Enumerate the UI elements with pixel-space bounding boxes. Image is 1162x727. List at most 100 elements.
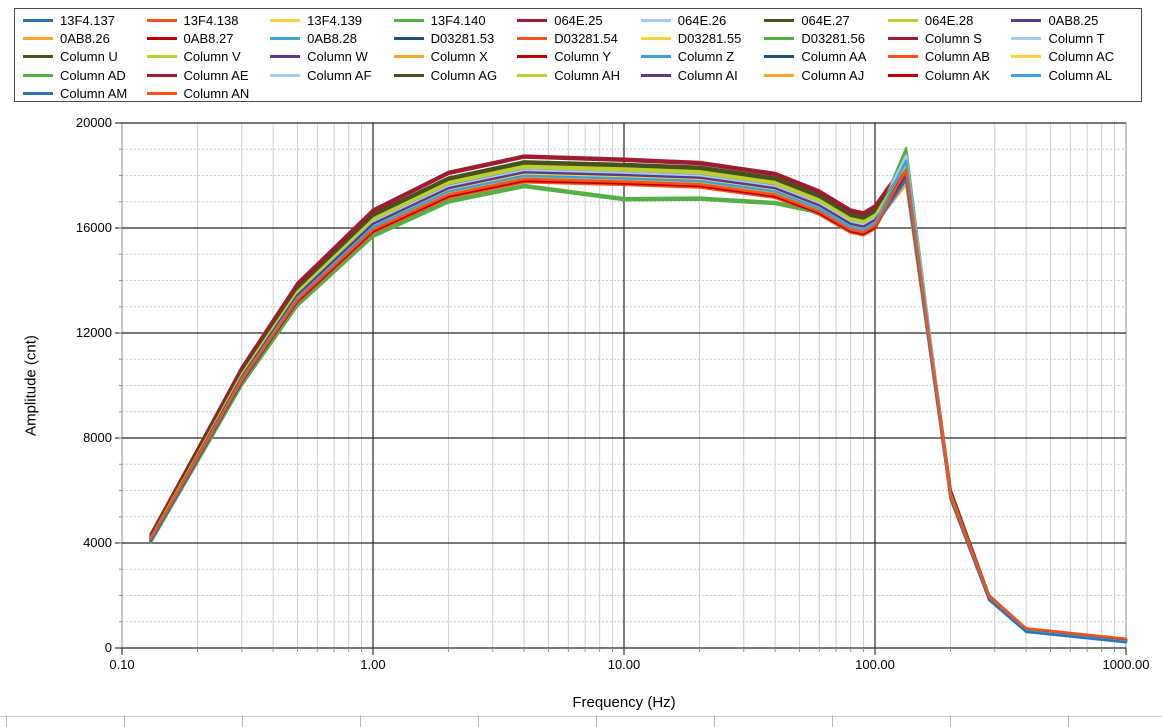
series-line-d03281-56 — [149, 146, 1128, 641]
legend-swatch-line — [23, 18, 53, 22]
legend-swatch-line — [640, 73, 671, 77]
legend-item-label: Column AH — [554, 67, 620, 83]
legend-swatch-line — [23, 92, 53, 96]
legend-item-column-ak: Column AK — [887, 67, 1012, 84]
legend-item-label: Column X — [430, 49, 488, 65]
legend-item-label: Column AF — [307, 67, 372, 83]
legend-swatch-line — [393, 55, 424, 59]
legend-item-column-al: Column AL — [1011, 67, 1135, 84]
legend-item-0ab8-25: 0AB8.25 — [1011, 12, 1135, 29]
series-line-column-an — [149, 168, 1128, 640]
legend-item-column-an: Column AN — [146, 85, 271, 102]
minor-vertical-gridlines — [197, 123, 1116, 648]
legend-item-label: D03281.55 — [677, 31, 742, 47]
legend-item-label: Column AG — [430, 67, 498, 83]
legend-item-column-ab: Column AB — [887, 48, 1012, 65]
legend-item-column-aa: Column AA — [764, 48, 888, 65]
legend-swatch-line — [146, 37, 177, 41]
bottom-ruler-tick — [478, 715, 479, 727]
x-tick-label: 0.10 — [109, 657, 135, 672]
legend-swatch-line — [146, 73, 177, 77]
legend-item-label: Column Y — [554, 49, 612, 65]
legend-swatch-line — [393, 73, 424, 77]
legend-item-d03281-54: D03281.54 — [517, 30, 641, 47]
legend-item-label: 13F4.138 — [183, 12, 239, 28]
x-tick-label: 10.00 — [607, 657, 641, 672]
legend-item-d03281-56: D03281.56 — [764, 30, 888, 47]
legend-item-label: Column AN — [183, 86, 250, 102]
legend-item-column-am: Column AM — [23, 85, 147, 102]
legend-swatch-line — [887, 55, 918, 59]
legend-swatch-line — [887, 73, 918, 77]
legend-item-column-ad: Column AD — [23, 67, 147, 84]
legend-item-column-s: Column S — [887, 30, 1012, 47]
legend-swatch-line — [1011, 55, 1042, 59]
legend-item-label: Column AK — [924, 67, 990, 83]
legend-swatch-line — [640, 37, 671, 41]
legend-item-13f4-140: 13F4.140 — [393, 12, 518, 29]
bottom-ruler-tick — [242, 715, 243, 727]
legend-swatch-line — [270, 18, 301, 22]
legend-item-13f4-137: 13F4.137 — [23, 12, 147, 29]
bottom-ruler-tick — [950, 715, 951, 727]
legend-item-label: 0AB8.26 — [60, 31, 110, 47]
legend-swatch-line — [887, 18, 918, 22]
legend-swatch-line — [270, 73, 301, 77]
legend-item-d03281-55: D03281.55 — [640, 30, 765, 47]
legend-item-column-t: Column T — [1011, 30, 1135, 47]
y-tick-label: 16000 — [75, 220, 112, 235]
legend-item-label: 13F4.140 — [430, 12, 486, 28]
legend-swatch-line — [1011, 18, 1042, 22]
legend-item-label: Column AI — [677, 67, 738, 83]
bottom-ruler-tick — [124, 715, 125, 727]
legend-item-label: 064E.26 — [677, 12, 727, 28]
bottom-ruler-tick — [832, 715, 833, 727]
legend-item-label: 0AB8.25 — [1048, 12, 1099, 28]
legend-item-label: Column AC — [1048, 49, 1115, 65]
legend: 13F4.137 13F4.138 13F4.139 13F4.140 064E.25 0… — [14, 8, 1142, 102]
legend-swatch-line — [764, 73, 795, 77]
legend-item-064e-26: 064E.26 — [640, 12, 765, 29]
y-axis-title: Amplitude (cnt) — [22, 335, 40, 436]
legend-swatch-line — [517, 73, 548, 77]
legend-item-label: Column AB — [924, 49, 990, 65]
legend-swatch-line — [517, 37, 548, 41]
legend-item-column-ac: Column AC — [1011, 48, 1135, 65]
legend-item-column-af: Column AF — [270, 67, 394, 84]
legend-item-label: D03281.56 — [801, 31, 865, 47]
legend-item-label: Column W — [307, 49, 368, 65]
legend-swatch-line — [1011, 37, 1042, 41]
legend-swatch-line — [640, 55, 671, 59]
legend-item-label: Column V — [183, 49, 241, 65]
legend-item-label: 0AB8.27 — [183, 31, 234, 47]
y-tick-label: 4000 — [83, 535, 112, 550]
legend-swatch-line — [640, 18, 671, 22]
legend-item-064e-27: 064E.27 — [764, 12, 888, 29]
x-tick-label: 100.00 — [855, 657, 895, 672]
bottom-ruler-tick — [360, 715, 361, 727]
legend-item-column-ai: Column AI — [640, 67, 765, 84]
bottom-ruler-tick — [596, 715, 597, 727]
legend-item-label: Column Z — [677, 49, 735, 65]
legend-item-label: Column AD — [60, 67, 126, 83]
legend-item-label: D03281.54 — [554, 31, 618, 47]
legend-swatch-line — [393, 37, 424, 41]
legend-item-label: Column S — [924, 31, 982, 47]
legend-item-064e-25: 064E.25 — [517, 12, 641, 29]
bottom-ruler — [0, 715, 1162, 727]
x-tick-label: 1000.00 — [1102, 657, 1150, 672]
legend-item-0ab8-26: 0AB8.26 — [23, 30, 147, 47]
legend-item-label: 064E.27 — [801, 12, 850, 28]
legend-swatch-line — [517, 18, 548, 22]
legend-item-label: Column AE — [183, 67, 249, 83]
legend-item-column-ag: Column AG — [393, 67, 518, 84]
legend-swatch-line — [887, 37, 918, 41]
legend-item-label: 064E.28 — [924, 12, 974, 28]
legend-swatch-line — [23, 73, 53, 77]
legend-swatch-line — [393, 18, 424, 22]
legend-item-label: Column AA — [801, 49, 867, 65]
legend-swatch-line — [764, 18, 795, 22]
legend-item-label: Column AJ — [801, 67, 865, 83]
y-tick-label: 0 — [104, 640, 112, 655]
